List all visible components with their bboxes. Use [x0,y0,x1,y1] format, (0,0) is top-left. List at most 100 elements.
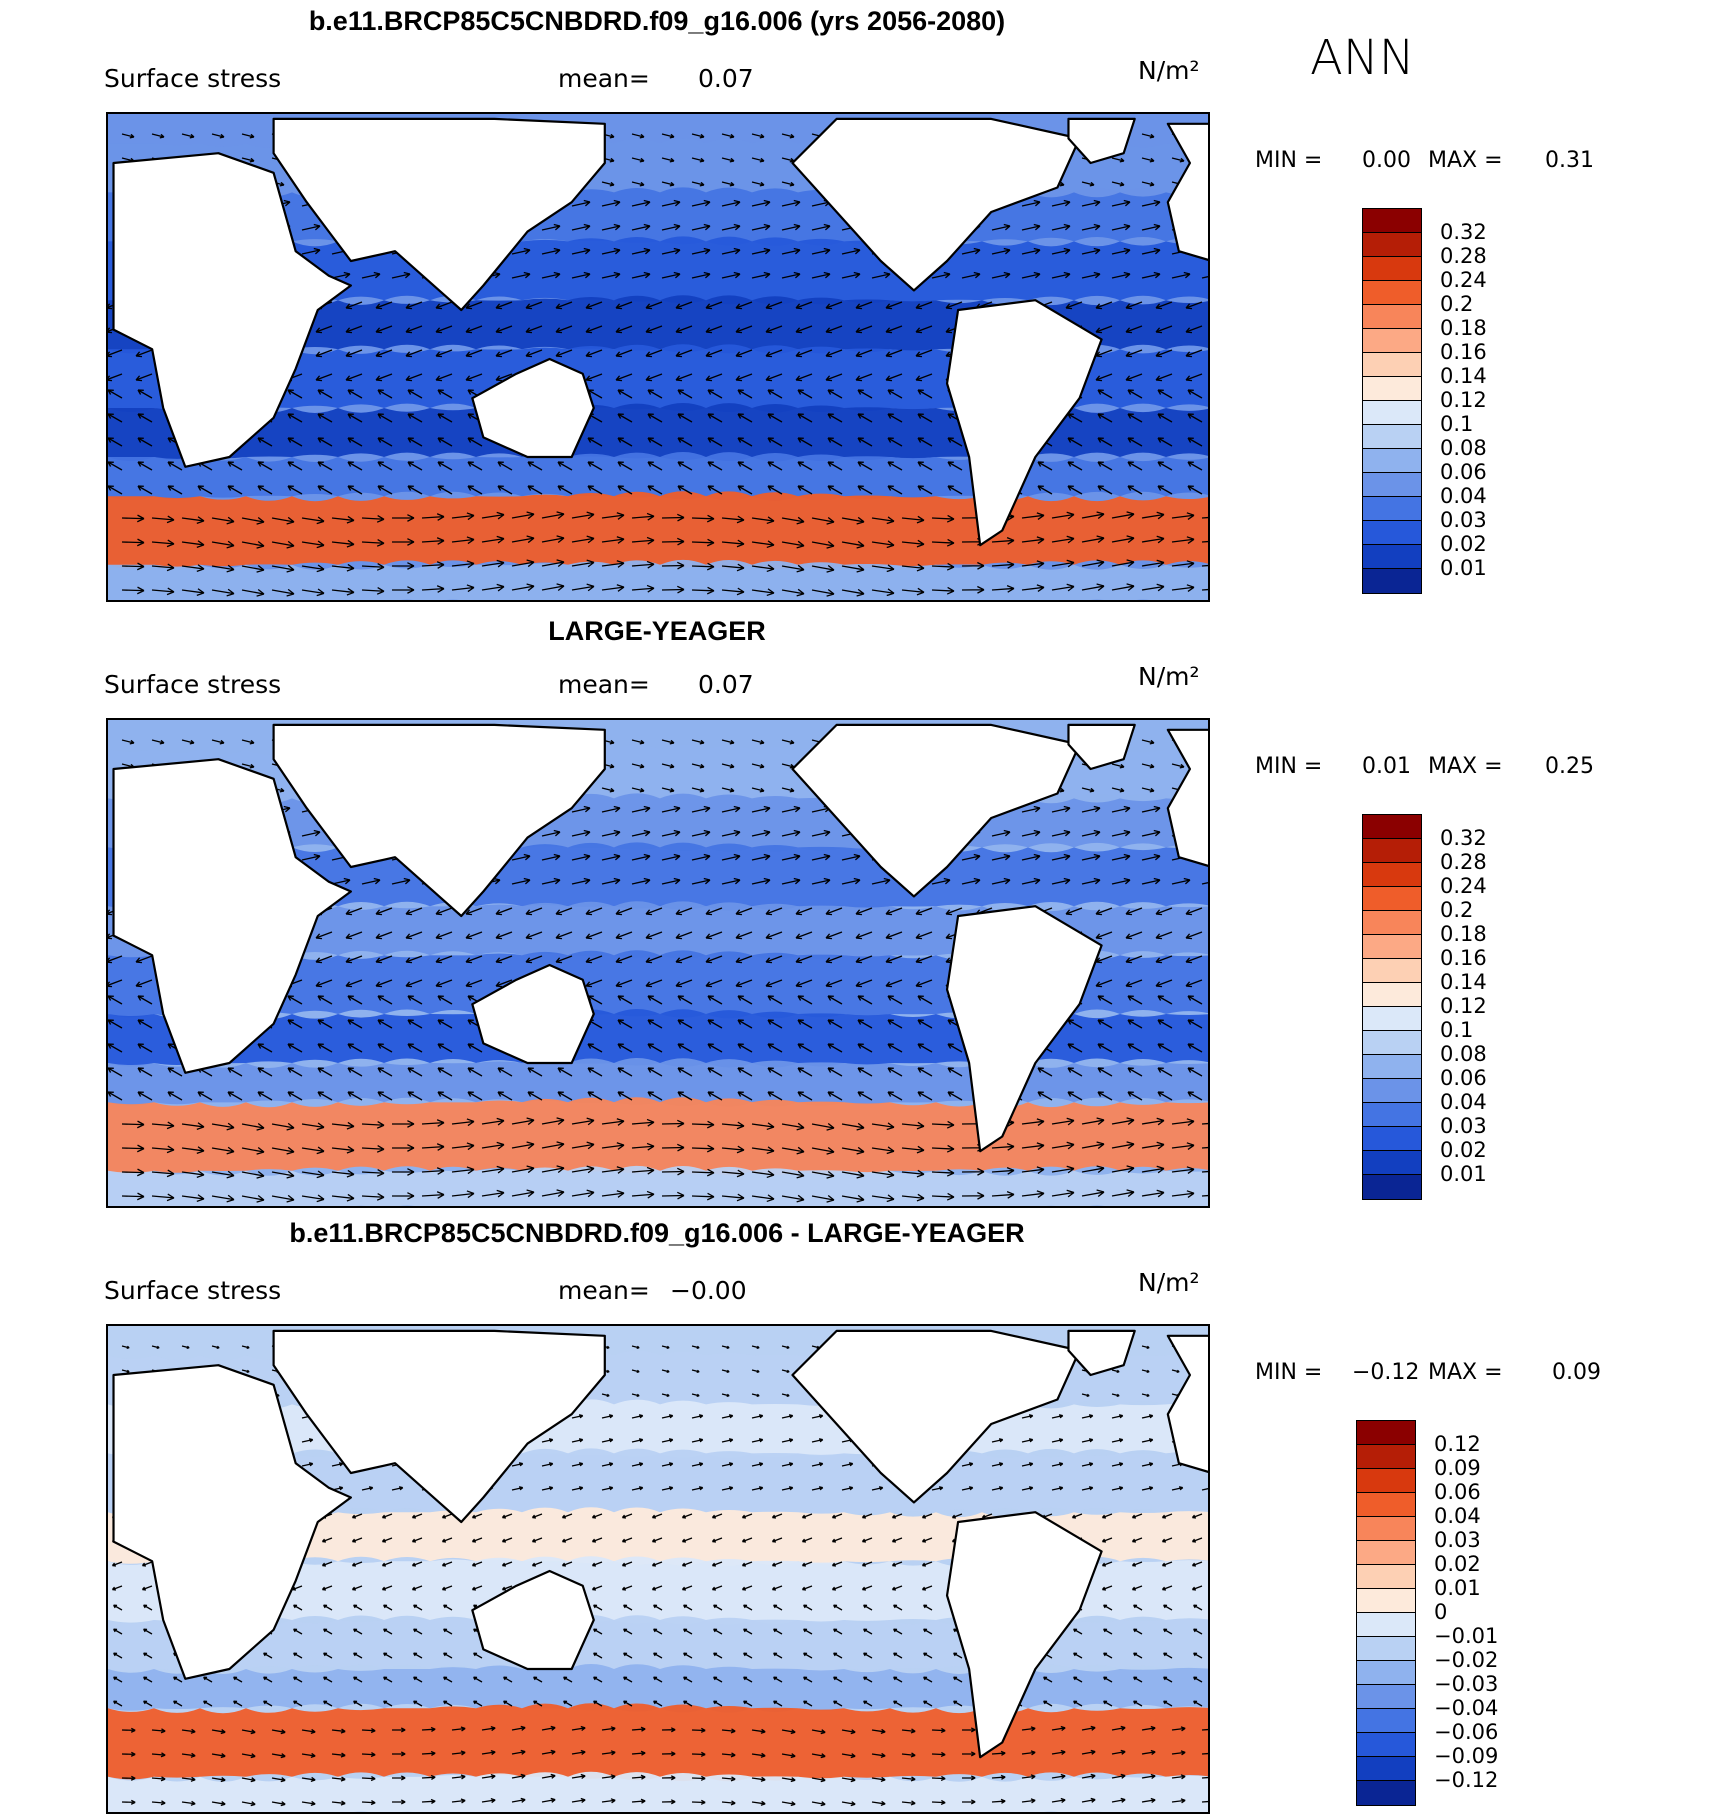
stress-vector [1051,247,1071,255]
stress-vector [861,1537,873,1543]
stress-vector [601,1774,616,1780]
stress-vector [1021,584,1045,592]
stress-vector [525,931,543,940]
stress-vector [841,1801,856,1807]
stress-vector [293,1676,303,1683]
stress-vector [871,564,895,573]
stress-vector [571,1189,595,1198]
stress-vector [241,588,265,597]
stress-vector [121,586,145,595]
stress-vector [481,1749,496,1756]
stress-vector [1201,1800,1208,1803]
stress-vector [751,1752,766,1758]
panel-2-units: N/m² [1138,662,1200,691]
stress-vector [563,1676,573,1683]
stress-vector [167,485,183,495]
stress-vector [691,1393,700,1397]
stress-vector [601,223,621,231]
stress-band [108,1615,1208,1674]
stress-vector [615,907,633,916]
stress-vector [923,1604,933,1611]
stress-vector [323,1676,333,1683]
stress-vector [1141,1165,1165,1174]
stress-vector [705,931,723,940]
stress-vector [691,853,711,861]
stress-vector [857,1067,873,1077]
stress-vector [121,1369,130,1373]
stress-vector [181,1800,196,1806]
colorbar-swatch [1363,839,1421,863]
stress-vector [441,1537,453,1543]
stress-vector [377,485,393,495]
stress-vector [855,931,873,940]
stress-vector [841,1777,856,1783]
stress-vector [1171,1118,1195,1126]
stress-vector [803,1628,813,1635]
stress-vector [361,563,385,571]
colorbar-swatch [1357,1709,1415,1733]
stress-vector [121,562,145,571]
stress-vector [441,1561,453,1567]
stress-vector [511,559,535,568]
stress-vector [263,1652,273,1659]
stress-vector [293,1604,303,1611]
stress-vector [743,1700,753,1707]
colorbar-swatch [1363,569,1421,593]
stress-vector [315,325,333,334]
stress-vector [1201,1146,1208,1149]
stress-vector [151,1145,175,1154]
stress-vector [915,373,933,382]
stress-vector [471,1513,483,1519]
stress-vector [301,588,325,597]
stress-vector [661,1462,674,1467]
stress-vector [645,301,663,310]
stress-vector [811,1462,824,1467]
stress-vector [833,1652,843,1659]
stress-vector [1157,413,1173,423]
stress-vector [317,389,333,399]
stress-vector [121,1345,130,1349]
stress-vector [525,349,543,358]
colorbar-swatch [1363,935,1421,959]
stress-vector [721,199,741,207]
stress-band [108,295,1208,354]
stress-vector [653,1628,663,1635]
stress-vector [677,1043,693,1053]
stress-vector [1141,271,1161,279]
stress-vector [931,1168,955,1177]
stress-vector [901,563,925,572]
stress-vector [645,325,663,334]
stress-vector [961,853,981,861]
stress-vector [121,1144,145,1153]
stress-vector [631,133,645,139]
stress-vector [301,540,325,549]
stress-vector [601,805,621,813]
stress-vector [795,325,813,334]
stress-vector [917,1019,933,1029]
stress-vector [211,516,235,525]
stress-vector [1187,995,1203,1005]
stress-vector [1073,1628,1083,1635]
stress-vector [601,1190,625,1198]
land-samerica [945,299,1103,547]
stress-vector [885,907,903,916]
stress-vector [227,485,243,495]
stress-vector [691,1414,704,1419]
stress-vector [541,1462,554,1467]
stress-band [108,950,1208,1019]
stress-vector [1111,1438,1124,1443]
stress-vector [571,247,591,255]
stress-vector [961,1775,976,1781]
stress-vector [1171,512,1195,520]
stress-band [108,344,1208,413]
stress-vector [587,437,603,447]
stress-vector [707,995,723,1005]
colorbar-swatch [1357,1757,1415,1781]
stress-vector [391,877,411,885]
stress-vector [781,805,801,813]
stress-vector [135,979,153,988]
colorbar-swatch [1357,1613,1415,1637]
stress-vector [347,389,363,399]
stress-vector [1067,1091,1083,1101]
stress-vector [587,461,603,471]
